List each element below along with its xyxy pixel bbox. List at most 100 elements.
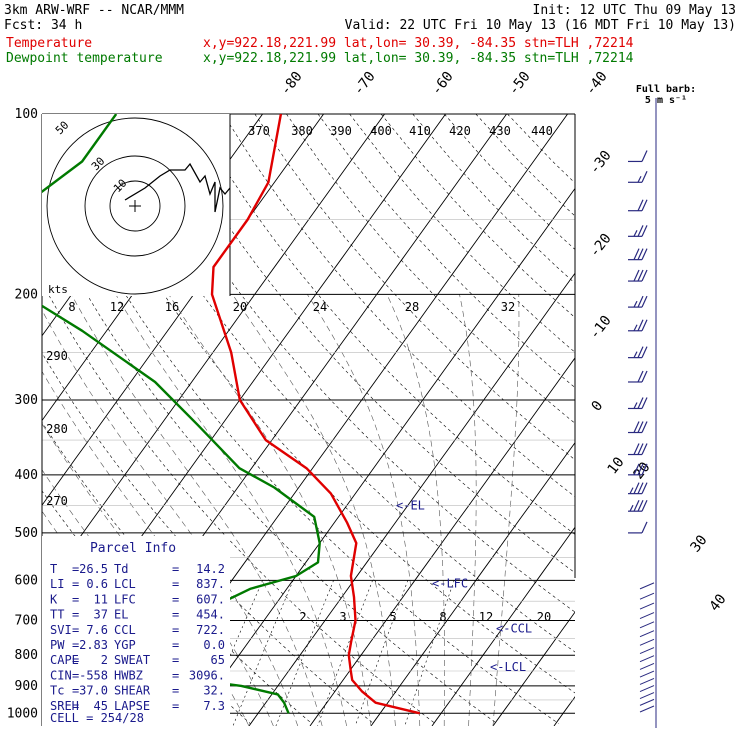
wind-barb-low [639, 705, 655, 713]
barb-full [637, 499, 644, 512]
moist-adiabat [232, 294, 396, 726]
level-annotation: <-EL [396, 498, 425, 512]
dry-adiabat [128, 114, 575, 613]
parcel-field: = [72, 577, 79, 591]
pressure-tick-label: 1000 [7, 706, 38, 721]
temperature-trace [210, 114, 421, 715]
parcel-field: EL [114, 608, 128, 622]
parcel-field: 11 [94, 592, 108, 606]
parcel-field: 65 [211, 653, 225, 667]
barb-half [633, 230, 638, 237]
isotherm-line [309, 357, 575, 726]
wind-barb-low [639, 630, 655, 638]
barb-full [637, 199, 644, 211]
wind-barb [628, 225, 648, 237]
isotherm-line [492, 611, 575, 726]
moist-adiabat [115, 294, 347, 726]
theta-tick-label: 390 [330, 124, 352, 138]
theta-tick-label: 410 [409, 124, 431, 138]
dry-adiabat [412, 114, 575, 284]
theta-tick-label: 380 [291, 124, 313, 138]
parcel-field: = [172, 623, 179, 637]
dry-adiabat [254, 114, 575, 461]
pressure-tick-label: 600 [15, 573, 38, 588]
barb-full [637, 397, 644, 409]
hodograph-units: kts [48, 283, 68, 296]
dry-adiabat [444, 114, 575, 250]
parcel-field: LAPSE [114, 699, 150, 713]
isotherm-tick-label: 20 [631, 459, 654, 482]
theta-tick-label: 280 [46, 422, 68, 436]
parcel-field: SVI [50, 623, 72, 637]
parcel-field: 37 [94, 608, 108, 622]
isotherm-line [0, 114, 19, 726]
parcel-field: 7.6 [86, 623, 108, 637]
parcel-info-box: Parcel Info T = 26.5 Td = 14.2LI = 0.6 LCL = 837.K… [42, 536, 230, 726]
pressure-tick-label: 900 [15, 679, 38, 694]
barb-full [633, 482, 640, 494]
hodograph-ring [46, 117, 224, 295]
barb-full [641, 499, 648, 512]
parcel-field: 32. [203, 684, 225, 698]
parcel-field: 2 [101, 653, 108, 667]
moist-adiabat [459, 294, 477, 726]
barb-full [641, 295, 648, 308]
barb-half [633, 402, 638, 409]
hodograph-trace [124, 162, 231, 213]
model-title: 3km ARW-WRF -- NCAR/MMM [4, 3, 184, 18]
temperature-legend: Temperature [6, 36, 92, 51]
parcel-field: = [172, 577, 179, 591]
parcel-field: = [72, 623, 79, 637]
barb-full [633, 463, 640, 476]
theta-tick-label: 440 [531, 124, 553, 138]
mixing-ratio-label: 12 [479, 610, 493, 624]
parcel-field: 26.5 [79, 562, 108, 576]
mixing-ratio-label: 3 [339, 610, 346, 624]
parcel-field: 0.6 [86, 577, 108, 591]
wind-barb [628, 463, 648, 476]
moist-adiabat [492, 294, 520, 726]
mixing-ratio-label: 20 [537, 610, 551, 624]
parcel-field: CIN [50, 668, 72, 682]
pressure-tick-label: 700 [15, 613, 38, 628]
wind-barb [628, 171, 648, 183]
barb-full [637, 463, 644, 476]
dry-adiabat [42, 281, 436, 724]
theta-tick-label: 290 [46, 349, 68, 363]
pressure-tick-label: 800 [15, 648, 38, 663]
barb-full [637, 370, 644, 383]
parcel-field: LI [50, 577, 64, 591]
parcel-field: CAPE [50, 653, 79, 667]
barb-half [633, 300, 638, 308]
dry-adiabat [42, 209, 498, 724]
wind-barb-low [639, 663, 655, 670]
isotherm-line [370, 441, 575, 726]
isotherm-line [248, 272, 575, 726]
level-annotations: <-EL <-LFC <-CCL <-LCL [396, 498, 532, 674]
barb-full [637, 269, 644, 282]
barb-full [641, 225, 648, 237]
dewpoint-location: x,y=922.18,221.99 lat,lon= 30.39, -84.35… [203, 51, 634, 66]
barb-full [641, 248, 648, 260]
wind-barbs [628, 98, 657, 728]
parcel-field: = [72, 592, 79, 606]
barb-full [637, 346, 644, 358]
parcel-field: = [172, 638, 179, 652]
parcel-field: SWEAT [114, 653, 150, 667]
parcel-field: YGP [114, 638, 136, 652]
speed-tick-label: 8 [68, 300, 75, 314]
parcel-field: LCL [114, 577, 136, 591]
moist-adiabat [307, 294, 421, 726]
barb-full [641, 521, 648, 534]
isotherm-line [431, 526, 575, 726]
wind-barb [628, 295, 648, 308]
mixing-ratio-label: 8 [439, 610, 446, 624]
mixing-ratio-label: 2 [299, 610, 306, 624]
parcel-cell: CELL = 254/28 [50, 711, 144, 725]
dewpoint-legend: Dewpoint temperature [6, 51, 163, 66]
temperature-location: x,y=922.18,221.99 lat,lon= 30.39, -84.35… [203, 36, 634, 51]
moist-adiabat [71, 294, 323, 726]
wind-barb [628, 482, 648, 495]
speed-tick-label: 32 [501, 300, 515, 314]
mixing-ratio-line [317, 580, 373, 726]
